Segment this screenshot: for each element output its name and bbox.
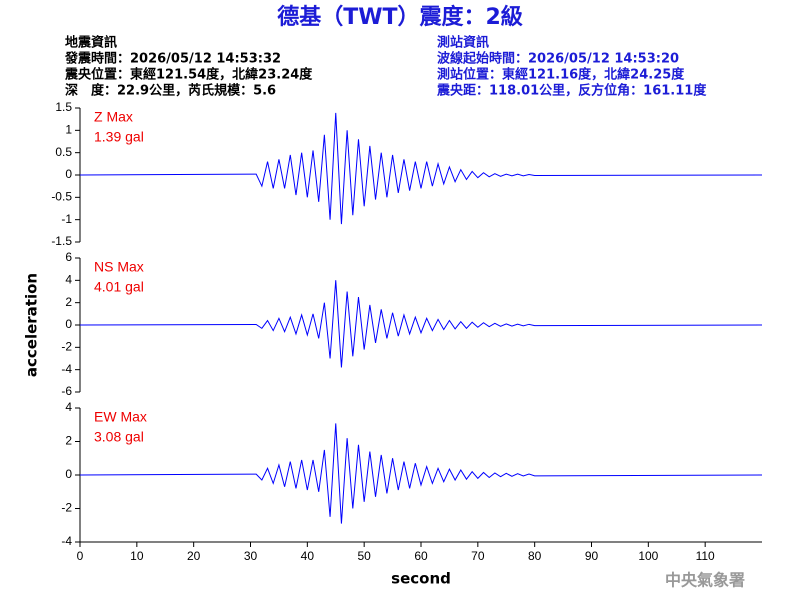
y-tick-label: -4 <box>61 534 72 548</box>
x-tick-label: 20 <box>187 549 201 563</box>
x-tick-label: 0 <box>77 549 84 563</box>
info-left: 震央位置：東經121.54度，北緯23.24度 <box>64 67 313 83</box>
info-left: 發震時間：2026/05/12 14:53:32 <box>64 51 281 67</box>
info-right: 測站資訊 <box>437 35 489 51</box>
x-tick-label: 110 <box>696 549 715 563</box>
y-tick-label: 2 <box>65 434 72 448</box>
y-tick-label: 0 <box>65 317 72 331</box>
x-tick-label: 70 <box>471 549 485 563</box>
max-annotation: 4.01 gal <box>94 279 144 295</box>
y-tick-label: 1.5 <box>55 100 72 114</box>
y-tick-label: -6 <box>61 384 72 398</box>
y-tick-label: -4 <box>61 362 72 376</box>
y-tick-label: 4 <box>65 400 72 414</box>
y-tick-label: 2 <box>65 295 72 309</box>
y-tick-label: -2 <box>61 501 72 515</box>
info-right: 震央距：118.01公里，反方位角：161.11度 <box>436 83 707 99</box>
x-axis-label: second <box>391 570 451 588</box>
title: 德基（TWT）震度：2級 <box>277 4 523 30</box>
y-tick-label: 0 <box>65 167 72 181</box>
y-tick-label: -0.5 <box>51 190 72 204</box>
watermark: 中央氣象署 <box>665 571 745 590</box>
info-left: 地震資訊 <box>65 35 117 51</box>
max-annotation: NS Max <box>94 259 144 275</box>
y-tick-label: 1 <box>65 123 72 137</box>
y-tick-label: -1 <box>61 212 72 226</box>
x-tick-label: 90 <box>585 549 599 563</box>
max-annotation: 1.39 gal <box>94 129 144 145</box>
x-tick-label: 30 <box>244 549 258 563</box>
waveform <box>79 423 763 524</box>
x-tick-label: 100 <box>638 549 658 563</box>
info-right: 測站位置：東經121.16度，北緯24.25度 <box>437 67 685 83</box>
y-tick-label: 4 <box>65 273 72 287</box>
x-tick-label: 60 <box>414 549 428 563</box>
y-tick-label: -2 <box>61 340 72 354</box>
waveform <box>79 112 763 225</box>
x-tick-label: 50 <box>357 549 371 563</box>
x-tick-label: 10 <box>130 549 144 563</box>
x-tick-label: 40 <box>301 549 315 563</box>
y-tick-label: 0 <box>65 467 72 481</box>
max-annotation: 3.08 gal <box>94 429 144 445</box>
y-tick-label: -1.5 <box>51 234 72 248</box>
max-annotation: EW Max <box>94 409 147 425</box>
info-left: 深 度：22.9公里，芮氏規模：5.6 <box>65 83 276 99</box>
x-tick-label: 80 <box>528 549 542 563</box>
max-annotation: Z Max <box>94 109 133 125</box>
y-axis-label: acceleration <box>23 273 41 377</box>
info-right: 波線起始時間：2026/05/12 14:53:20 <box>437 51 679 67</box>
y-tick-label: 0.5 <box>55 145 72 159</box>
waveform <box>79 280 763 368</box>
y-tick-label: 6 <box>65 250 72 264</box>
